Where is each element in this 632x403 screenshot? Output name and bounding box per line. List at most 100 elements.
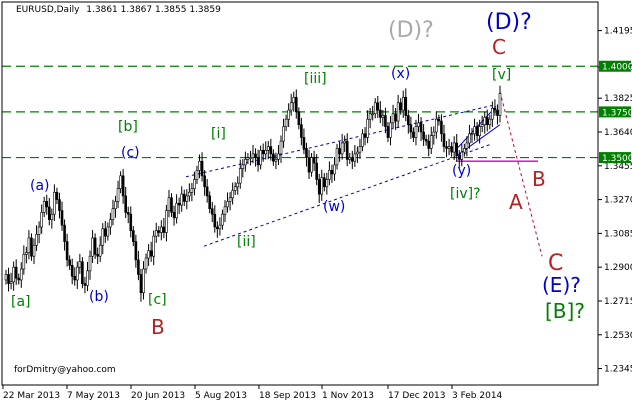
- wave-label: C: [492, 35, 506, 59]
- candle-body: [109, 219, 112, 228]
- candle-body: [55, 191, 59, 200]
- candle-body: [384, 115, 387, 127]
- candle-body: [491, 107, 494, 120]
- wave-label: (x): [391, 66, 410, 82]
- wave-label: [iii]: [304, 71, 327, 87]
- candle-body: [116, 188, 120, 202]
- candle-body: [246, 157, 250, 160]
- candle-body: [473, 126, 476, 135]
- candle-body: [88, 255, 92, 272]
- candle-body: [14, 266, 18, 279]
- level-price-label: 1.4000: [602, 63, 632, 73]
- candle-body: [361, 133, 364, 147]
- candle-body: [292, 96, 296, 104]
- candle-body: [37, 226, 41, 235]
- channel-upper: [185, 105, 493, 178]
- wave-label: [v]: [492, 67, 511, 83]
- candle-body: [371, 113, 374, 116]
- candle-body: [223, 206, 227, 215]
- candle-body: [203, 175, 206, 188]
- candle-body: [468, 133, 471, 144]
- symbol-label: EURUSD,Daily: [16, 5, 80, 15]
- candle-body: [177, 202, 181, 206]
- wave-label: (w): [323, 199, 345, 215]
- candle-body: [12, 266, 15, 283]
- candle-body: [91, 237, 94, 257]
- candle-body: [333, 164, 336, 175]
- candle-body: [366, 118, 369, 138]
- candle-body: [147, 250, 150, 259]
- candle-body: [412, 131, 415, 138]
- candle-body: [465, 142, 469, 149]
- candle-body: [348, 157, 352, 160]
- candle-body: [47, 206, 51, 220]
- level-price-box: [599, 152, 631, 164]
- y-tick-label: 1.2530: [604, 331, 632, 341]
- candle-body: [396, 102, 400, 122]
- candle-body: [407, 115, 410, 125]
- candle-body: [63, 224, 66, 242]
- x-tick-label: 1 Nov 2013: [322, 391, 374, 401]
- candle-body: [269, 146, 273, 155]
- candle-body: [287, 109, 290, 120]
- candle-body: [345, 140, 349, 160]
- candle-body: [45, 201, 49, 208]
- candle-body: [310, 157, 313, 173]
- candle-body: [330, 170, 334, 175]
- level-price-box: [599, 60, 631, 72]
- candle-body: [185, 195, 189, 202]
- candle-body: [279, 140, 283, 155]
- forecast-path: [499, 91, 543, 257]
- candle-body: [498, 93, 502, 116]
- candle-body: [188, 191, 191, 197]
- candle-body: [315, 162, 318, 180]
- plot-frame: [1, 1, 599, 386]
- wave-label: [a]: [11, 294, 31, 310]
- candle-body: [320, 177, 324, 195]
- wave-label: A: [509, 190, 523, 214]
- candle-body: [455, 142, 459, 157]
- candle-body: [335, 148, 339, 166]
- candle-body: [254, 153, 257, 158]
- candle-body: [180, 193, 184, 206]
- candle-body: [144, 257, 148, 270]
- candle-body: [195, 170, 199, 180]
- wave-label: [ii]: [237, 234, 256, 250]
- candle-body: [60, 210, 64, 226]
- candle-body: [409, 124, 413, 133]
- candle-body: [165, 210, 168, 233]
- candle-body: [134, 241, 138, 261]
- candle-body: [404, 96, 408, 116]
- candle-body: [221, 213, 224, 226]
- y-tick-label: 1.4195: [604, 27, 632, 37]
- candle-body: [42, 201, 46, 213]
- candle-body: [284, 118, 288, 127]
- candle-body: [463, 148, 466, 153]
- candle-body: [142, 268, 145, 294]
- candle-body: [139, 274, 143, 294]
- wave-label: B: [151, 315, 165, 339]
- candle-body: [98, 244, 102, 257]
- x-tick-label: 7 May 2013: [67, 391, 120, 401]
- candle-body: [75, 266, 79, 281]
- candle-body: [58, 199, 61, 211]
- candle-body: [70, 265, 74, 277]
- candle-body: [493, 107, 497, 111]
- level-price-label: 1.3750: [602, 108, 632, 118]
- candle-body: [175, 202, 178, 219]
- candle-body: [427, 140, 431, 149]
- y-tick-label: 1.3640: [604, 128, 632, 138]
- y-tick-label: 1.3825: [604, 94, 632, 104]
- level-price-label: 1.3500: [602, 154, 632, 164]
- candle-body: [73, 276, 77, 281]
- candle-body: [160, 226, 163, 233]
- candle-body: [22, 254, 26, 270]
- candle-body: [256, 157, 260, 166]
- candle-body: [457, 155, 461, 160]
- candle-body: [307, 157, 311, 173]
- channel-lower: [203, 143, 493, 247]
- candle-body: [452, 142, 456, 153]
- candle-body: [137, 259, 140, 275]
- candle-body: [216, 226, 219, 230]
